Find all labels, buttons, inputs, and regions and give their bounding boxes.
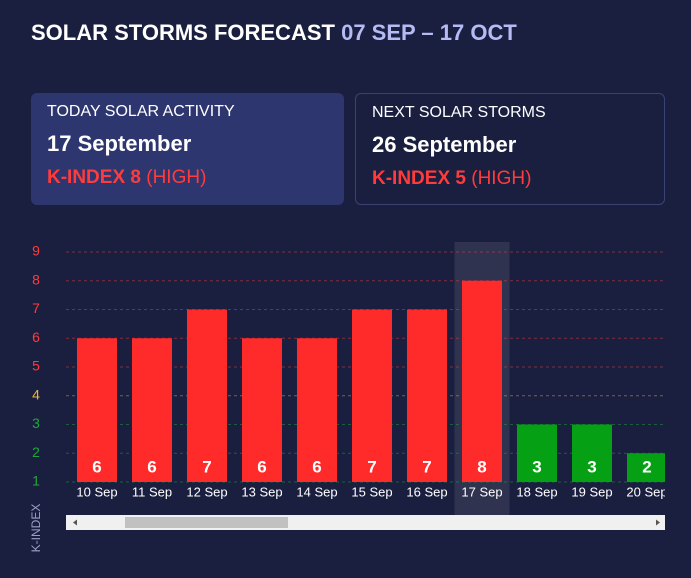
x-tick-label: 10 Sep xyxy=(76,484,117,499)
y-tick-label: 8 xyxy=(32,271,40,287)
bar xyxy=(352,309,392,482)
k-level: (HIGH) xyxy=(146,167,207,188)
bar-value-label: 6 xyxy=(312,457,321,476)
x-tick-label: 13 Sep xyxy=(241,484,282,499)
k-index: K-INDEX 8 xyxy=(47,167,141,188)
y-axis-label: K-INDEX xyxy=(29,504,43,553)
y-tick-label: 3 xyxy=(32,415,40,431)
today-card: TODAY SOLAR ACTIVITY 17 September K-INDE… xyxy=(31,93,344,205)
bar xyxy=(462,280,502,482)
bar-value-label: 6 xyxy=(257,457,266,476)
bar xyxy=(132,338,172,482)
bar xyxy=(297,338,337,482)
title-text: SOLAR STORMS FORECAST xyxy=(31,20,335,45)
card-date: 26 September xyxy=(372,132,517,157)
bar-value-label: 7 xyxy=(422,457,431,476)
bar-value-label: 3 xyxy=(532,457,541,476)
card-index: K-INDEX 5 (HIGH) xyxy=(372,168,648,190)
bar-value-label: 6 xyxy=(92,457,101,476)
card-label: TODAY SOLAR ACTIVITY xyxy=(47,103,235,120)
y-tick-label: 2 xyxy=(32,444,40,460)
x-tick-label: 17 Sep xyxy=(461,484,502,499)
bar xyxy=(627,453,665,482)
bar-value-label: 7 xyxy=(367,457,376,476)
y-tick-label: 1 xyxy=(32,473,40,489)
bar-value-label: 3 xyxy=(587,457,596,476)
bar-value-label: 6 xyxy=(147,457,156,476)
card-label: NEXT SOLAR STORMS xyxy=(372,104,546,121)
card-index: K-INDEX 8 (HIGH) xyxy=(47,167,328,189)
bar xyxy=(407,309,447,482)
bar xyxy=(517,424,557,482)
k-index: K-INDEX 5 xyxy=(372,168,466,189)
x-tick-label: 16 Sep xyxy=(406,484,447,499)
x-tick-label: 15 Sep xyxy=(351,484,392,499)
y-tick-label: 9 xyxy=(32,243,40,259)
scroll-left[interactable] xyxy=(73,519,77,526)
x-tick-label: 14 Sep xyxy=(296,484,337,499)
x-tick-label: 11 Sep xyxy=(132,484,172,499)
k-level: (HIGH) xyxy=(471,168,532,189)
x-tick-label: 18 Sep xyxy=(516,484,557,499)
bar xyxy=(242,338,282,482)
bar-value-label: 7 xyxy=(202,457,211,476)
y-tick-label: 4 xyxy=(32,386,40,402)
y-tick-label: 7 xyxy=(32,300,40,316)
scroll-right[interactable] xyxy=(656,519,660,526)
title: SOLAR STORMS FORECAST 07 SEP – 17 OCT xyxy=(31,20,517,46)
date-range: 07 SEP – 17 OCT xyxy=(341,20,517,45)
y-tick-label: 6 xyxy=(32,329,40,345)
x-tick-label: 19 Sep xyxy=(571,484,612,499)
bar xyxy=(187,309,227,482)
bar xyxy=(572,424,612,482)
y-tick-label: 5 xyxy=(32,358,40,374)
bar-value-label: 8 xyxy=(477,457,486,476)
scroll-thumb[interactable] xyxy=(125,517,288,528)
card-date: 17 September xyxy=(47,131,192,156)
plot: 6 10 Sep 6 11 Sep 7 12 Sep 6 13 Sep 6 14 Sep 7 15 S… xyxy=(66,242,667,515)
x-tick-label: 20 Sep xyxy=(626,484,667,499)
next-card: NEXT SOLAR STORMS 26 September K-INDEX 5… xyxy=(355,93,665,205)
bar xyxy=(77,338,117,482)
bar-value-label: 2 xyxy=(642,457,651,476)
x-tick-label: 12 Sep xyxy=(186,484,227,499)
